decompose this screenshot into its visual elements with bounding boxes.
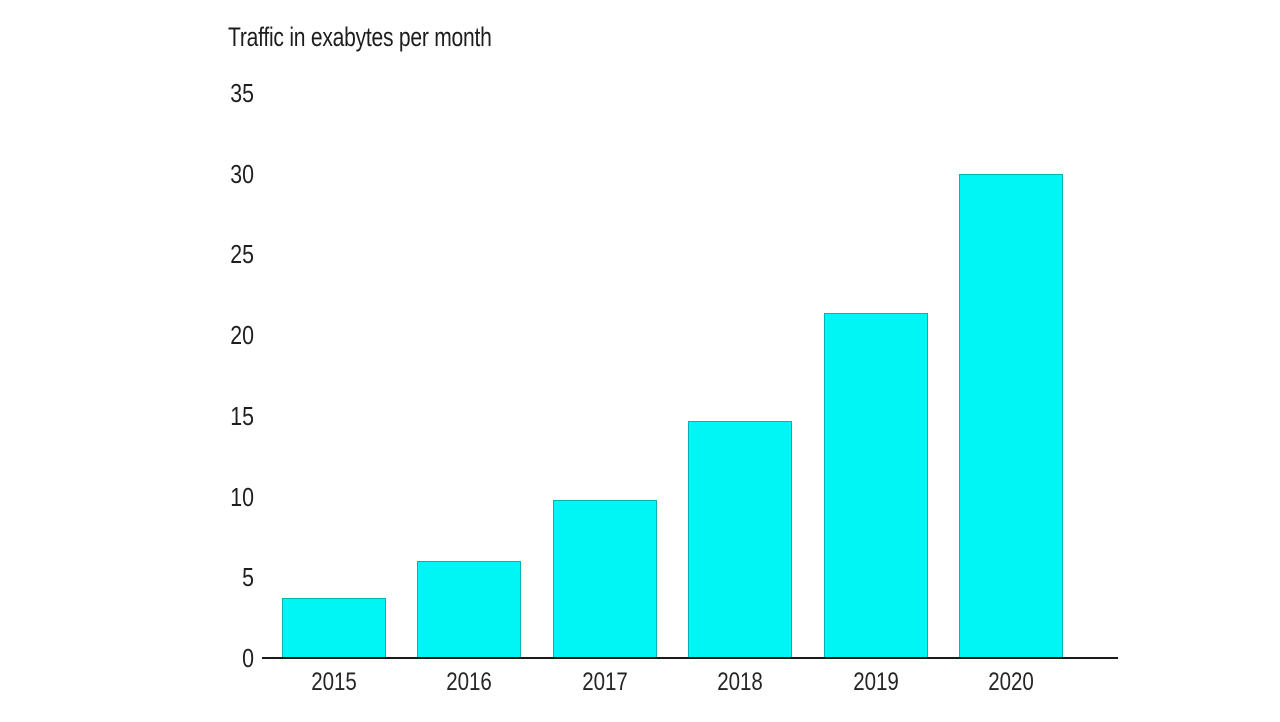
y-tick-label-15: 15: [230, 400, 254, 431]
y-tick-label-10: 10: [230, 481, 254, 512]
bar-2016: [417, 561, 522, 658]
y-tick-label-30: 30: [230, 158, 254, 189]
bar-2017: [552, 499, 657, 658]
y-tick-label-20: 20: [230, 320, 254, 351]
x-tick-label-2015: 2015: [311, 668, 357, 696]
bar-2018: [688, 420, 793, 658]
y-tick-label-0: 0: [242, 643, 254, 673]
x-tick-label-2016: 2016: [446, 668, 493, 696]
bar-2015: [282, 598, 386, 658]
x-tick-label-2020: 2020: [988, 668, 1034, 696]
y-tick-label-5: 5: [242, 562, 254, 593]
bar-2019: [823, 312, 928, 658]
y-tick-label-25: 25: [230, 239, 254, 270]
x-tick-label-2017: 2017: [581, 668, 628, 696]
bar-2020: [959, 173, 1063, 658]
x-axis-line: [262, 657, 1118, 659]
chart-title: Traffic in exabytes per month: [228, 22, 492, 52]
x-tick-label-2018: 2018: [717, 668, 763, 696]
x-tick-label-2019: 2019: [852, 668, 899, 696]
y-tick-label-35: 35: [230, 78, 254, 108]
